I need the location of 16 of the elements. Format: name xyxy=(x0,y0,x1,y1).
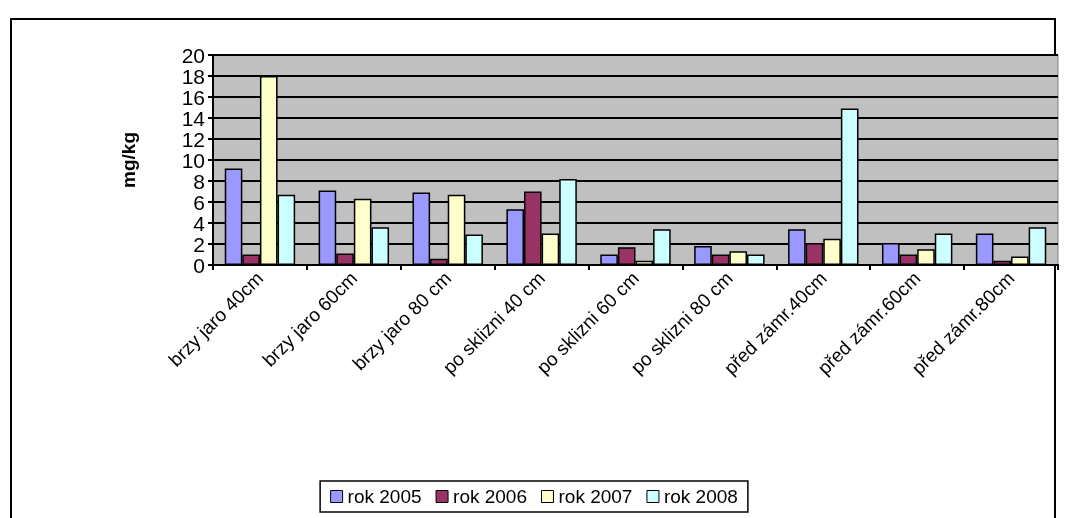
y-tick-label: 12 xyxy=(181,127,205,151)
y-tick-label: 4 xyxy=(193,211,206,235)
y-tick-label: 18 xyxy=(181,64,205,88)
y-tick-label: 10 xyxy=(181,148,205,172)
legend-label: rok 2005 xyxy=(347,486,422,507)
y-tick-label: 16 xyxy=(181,85,205,109)
y-tick-label: 2 xyxy=(193,232,205,256)
y-tick-label: 8 xyxy=(193,169,205,193)
y-tick-label: 20 xyxy=(181,43,205,67)
y-tick-label: 6 xyxy=(193,190,205,214)
y-tick-label: 14 xyxy=(181,106,206,130)
legend-label: rok 2007 xyxy=(558,486,633,507)
y-axis-title: mg/kg xyxy=(118,132,139,188)
legend-label: rok 2008 xyxy=(663,486,738,507)
y-tick-label: 0 xyxy=(193,253,205,277)
legend-label: rok 2006 xyxy=(453,486,528,507)
